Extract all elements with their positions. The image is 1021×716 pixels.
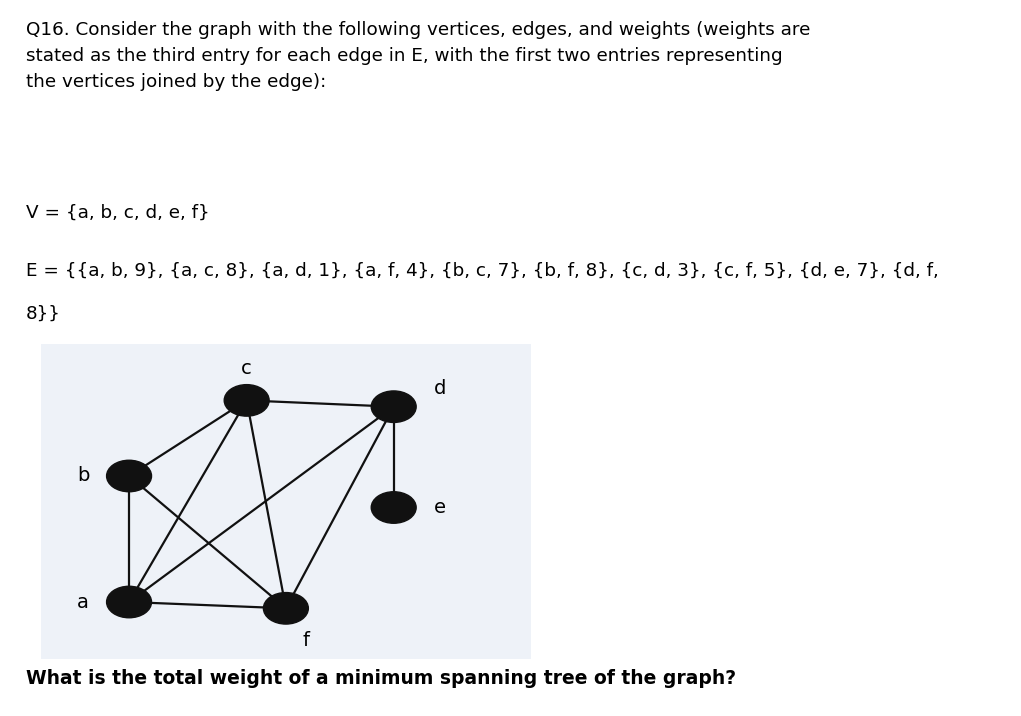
Circle shape [106, 460, 151, 492]
Circle shape [106, 586, 151, 618]
FancyBboxPatch shape [41, 344, 531, 659]
Circle shape [263, 593, 308, 624]
Circle shape [225, 384, 270, 416]
Text: d: d [434, 379, 446, 398]
Text: a: a [78, 593, 89, 611]
Text: e: e [434, 498, 445, 517]
Text: c: c [241, 359, 252, 377]
Text: What is the total weight of a minimum spanning tree of the graph?: What is the total weight of a minimum sp… [26, 669, 736, 689]
Text: b: b [77, 467, 89, 485]
Text: Q16. Consider the graph with the following vertices, edges, and weights (weights: Q16. Consider the graph with the followi… [26, 21, 810, 91]
Text: V = {a, b, c, d, e, f}: V = {a, b, c, d, e, f} [26, 204, 209, 222]
Text: E = {{a, b, 9}, {a, c, 8}, {a, d, 1}, {a, f, 4}, {b, c, 7}, {b, f, 8}, {c, d, 3}: E = {{a, b, 9}, {a, c, 8}, {a, d, 1}, {a… [26, 261, 938, 279]
Circle shape [372, 492, 417, 523]
Circle shape [372, 391, 417, 422]
Text: f: f [303, 631, 309, 650]
Text: 8}}: 8}} [26, 304, 60, 322]
